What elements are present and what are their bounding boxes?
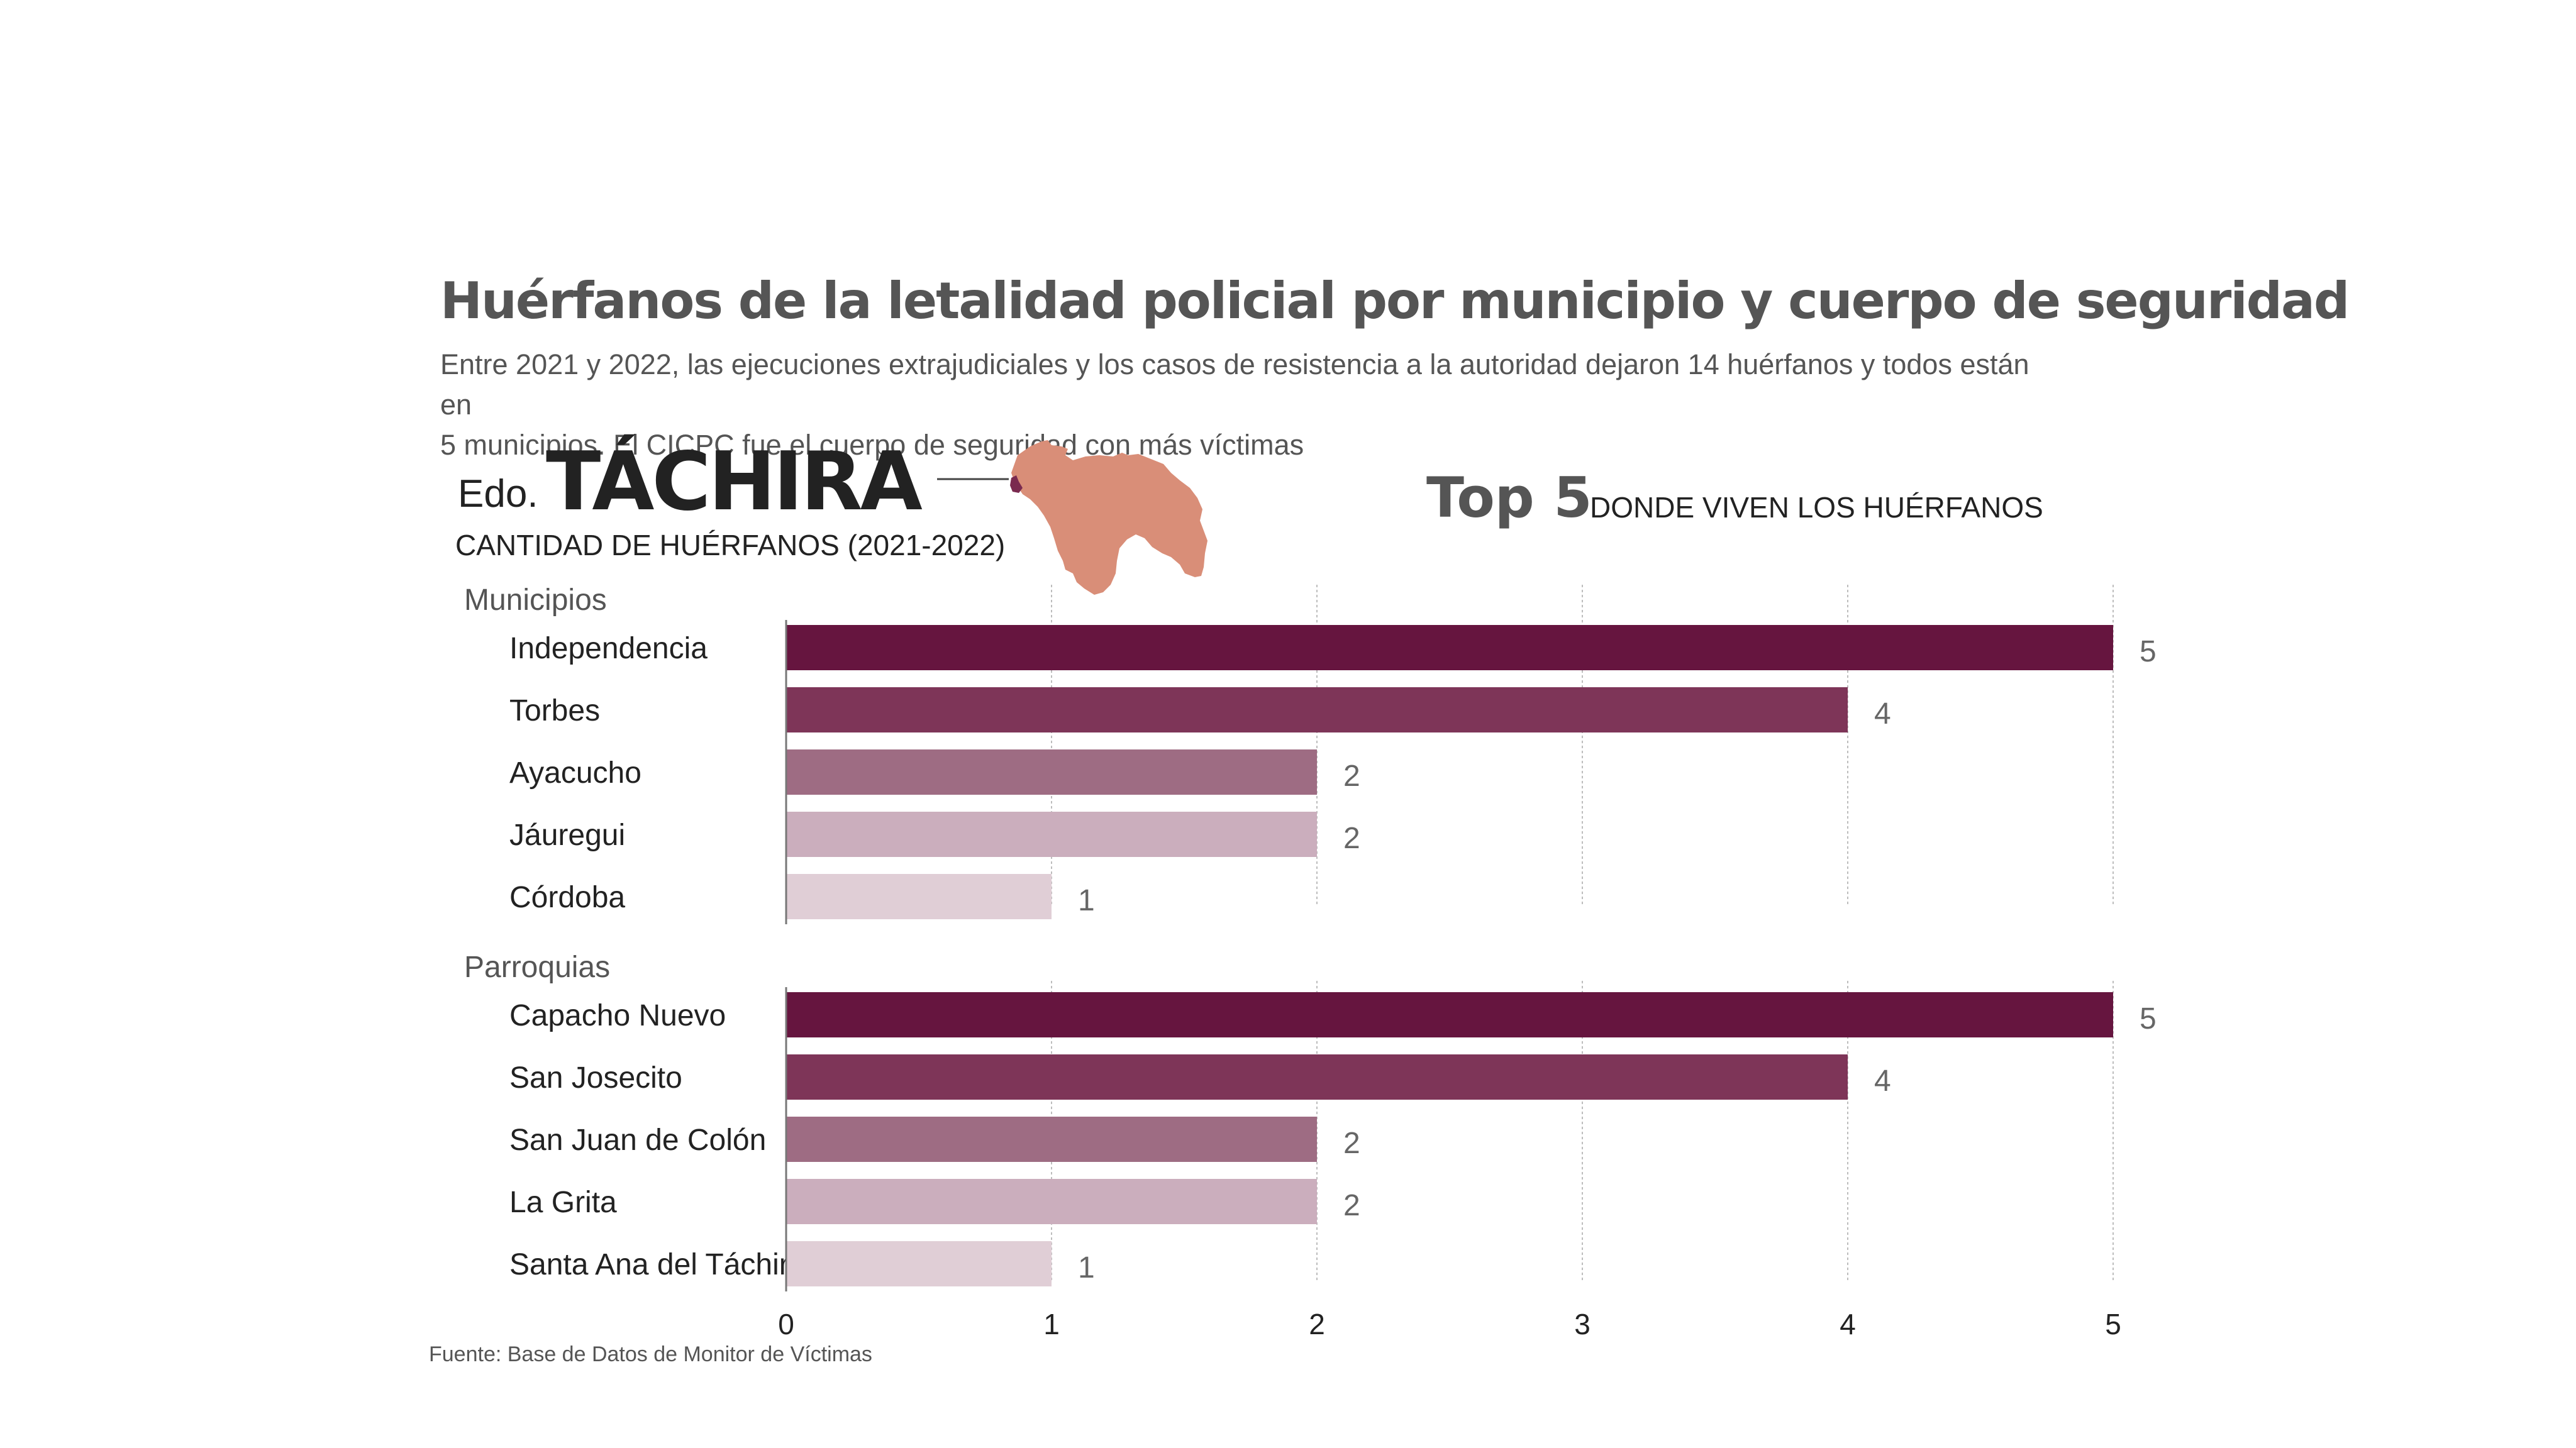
bar — [786, 1054, 1848, 1100]
top5-caption: DONDE VIVEN LOS HUÉRFANOS — [1590, 491, 2043, 524]
value-label: 1 — [1078, 884, 1095, 917]
category-label: La Grita — [509, 1186, 617, 1219]
chart-subtitle: Entre 2021 y 2022, las ejecuciones extra… — [440, 345, 2050, 465]
x-tick-label: 0 — [778, 1308, 794, 1340]
category-label: Capacho Nuevo — [509, 999, 726, 1032]
category-label: Jáuregui — [509, 819, 625, 852]
source-note: Fuente: Base de Datos de Monitor de Víct… — [429, 1342, 872, 1366]
x-tick-label: 5 — [2105, 1308, 2121, 1340]
bar — [786, 749, 1317, 795]
bar — [786, 992, 2113, 1037]
bar — [786, 687, 1848, 732]
category-label: San Juan de Colón — [509, 1124, 766, 1157]
top5-title: Top 5 — [1426, 465, 1592, 530]
bar — [786, 1117, 1317, 1162]
value-label: 2 — [1343, 760, 1360, 793]
x-tick-label: 3 — [1574, 1308, 1591, 1340]
category-label: Torbes — [509, 694, 600, 727]
x-tick-label: 2 — [1309, 1308, 1325, 1340]
group-label: Parroquias — [464, 951, 610, 984]
value-label: 4 — [1874, 1064, 1891, 1098]
category-label: Santa Ana del Táchira — [509, 1248, 806, 1281]
chart-title: Huérfanos de la letalidad policial por m… — [440, 272, 2350, 330]
state-name: TÁCHIRA — [546, 435, 923, 529]
value-label: 2 — [1343, 822, 1360, 855]
category-label: Independencia — [509, 632, 708, 665]
value-label: 5 — [2140, 635, 2157, 668]
category-label: San Josecito — [509, 1061, 682, 1095]
subtitle-line-1: Entre 2021 y 2022, las ejecuciones extra… — [440, 348, 2029, 421]
bar — [786, 625, 2113, 670]
group-label: Municipios — [464, 583, 607, 617]
value-label: 5 — [2140, 1002, 2157, 1036]
value-label: 1 — [1078, 1251, 1095, 1285]
bar — [786, 1241, 1052, 1286]
value-label: 2 — [1343, 1189, 1360, 1222]
value-label: 4 — [1874, 697, 1891, 731]
value-label: 2 — [1343, 1127, 1360, 1160]
bar — [786, 1179, 1317, 1224]
venezuela-map-icon — [937, 440, 1208, 595]
tachira-highlight — [1010, 475, 1023, 493]
state-caption: CANTIDAD DE HUÉRFANOS (2021-2022) — [455, 529, 1006, 561]
subtitle-line-2: 5 municipios. El CICPC fue el cuerpo de … — [440, 429, 1304, 461]
bar — [786, 812, 1317, 857]
venezuela-shape — [1011, 440, 1208, 595]
state-prefix: Edo. — [458, 472, 538, 516]
category-label: Ayacucho — [509, 756, 641, 790]
bar — [786, 874, 1052, 919]
x-tick-label: 1 — [1043, 1308, 1060, 1340]
category-label: Córdoba — [509, 881, 625, 914]
x-tick-label: 4 — [1840, 1308, 1856, 1340]
